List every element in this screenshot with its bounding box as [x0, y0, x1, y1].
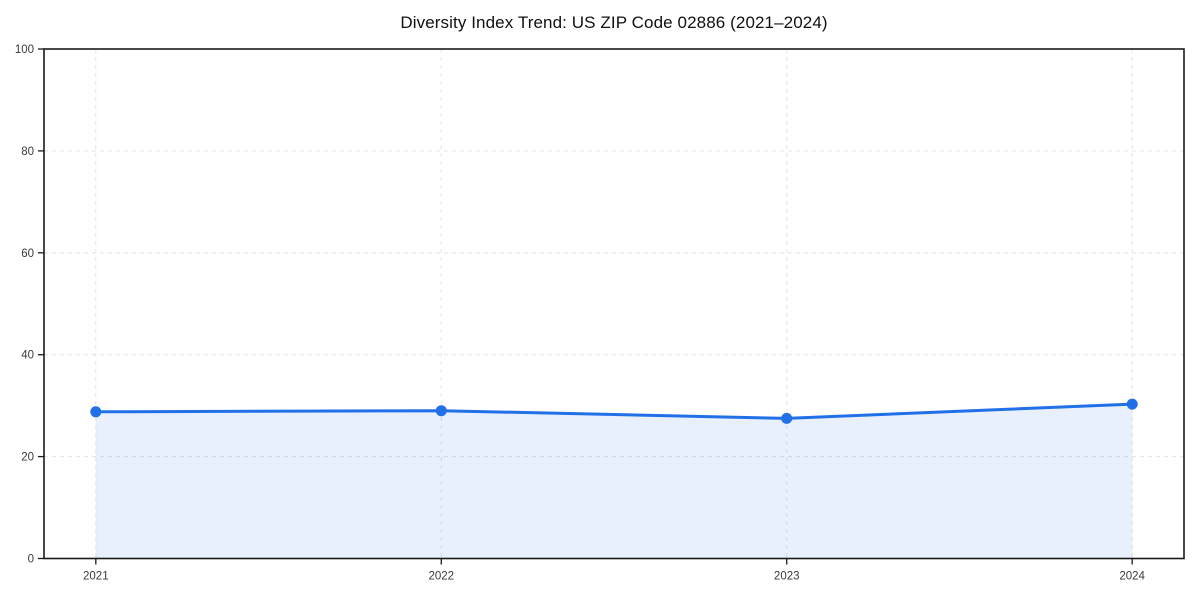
area-fill [95, 404, 1133, 559]
y-tick-label: 80 [21, 146, 34, 158]
y-tick-label: 40 [21, 350, 34, 362]
data-point-2022 [435, 405, 447, 417]
y-tick-label: 100 [15, 44, 34, 56]
y-tick-label: 20 [21, 452, 34, 464]
data-point-2024 [1126, 398, 1138, 410]
data-point-2023 [781, 412, 793, 424]
plot-box-spines [43, 48, 1185, 560]
data-point-2021 [90, 406, 102, 418]
x-tick-label: 2024 [1119, 571, 1145, 583]
x-tick-label: 2022 [428, 571, 454, 583]
x-tick-label: 2023 [774, 571, 800, 583]
chart-title: Diversity Index Trend: US ZIP Code 02886… [400, 13, 828, 32]
y-tick-label: 60 [21, 248, 34, 260]
trend-line [94, 402, 1134, 420]
y-tick-label: 0 [28, 554, 34, 566]
x-tick-label: 2021 [83, 571, 109, 583]
